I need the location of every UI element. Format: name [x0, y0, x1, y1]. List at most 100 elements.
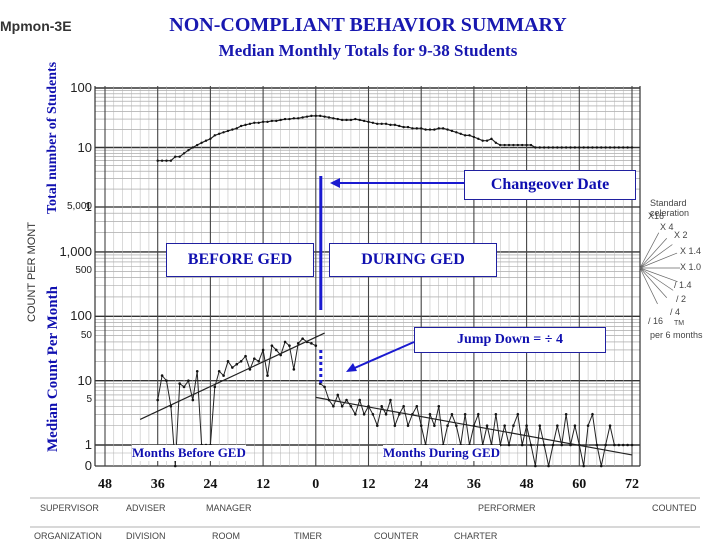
point-during-ged — [582, 464, 585, 468]
point-during-ged — [617, 443, 621, 447]
point-before-ged — [160, 374, 164, 377]
point-before-ged — [165, 379, 168, 382]
point-total-students — [556, 146, 559, 149]
point-total-students — [551, 146, 555, 149]
point-total-students — [235, 127, 238, 130]
point-during-ged — [485, 424, 489, 427]
point-during-ged — [626, 443, 629, 447]
point-before-ged — [288, 344, 291, 347]
point-before-ged — [173, 464, 177, 468]
point-before-ged — [217, 369, 221, 373]
point-total-students — [213, 134, 216, 137]
point-before-ged — [266, 374, 269, 377]
point-total-students — [604, 146, 607, 149]
jump-arrow — [349, 341, 415, 371]
point-total-students — [459, 132, 462, 135]
point-before-ged — [257, 359, 261, 363]
point-total-students — [362, 119, 366, 123]
x-tick-label: 36 — [150, 477, 165, 492]
celeration-ray — [639, 267, 658, 305]
point-total-students — [323, 115, 326, 118]
corner-text: Mpmon-3E — [0, 18, 72, 34]
x-axis-band — [92, 472, 652, 496]
form-field-label: ORGANIZATION — [34, 531, 102, 541]
celeration-heading: Standard celeration — [650, 198, 690, 218]
x-tick-label: 24 — [203, 477, 218, 492]
point-before-ged — [301, 337, 304, 340]
point-total-students — [481, 139, 484, 142]
celeration-label: X 4 — [660, 222, 674, 232]
before-box: BEFORE GED — [166, 243, 314, 277]
point-during-ged — [358, 398, 362, 402]
point-before-ged — [195, 369, 199, 373]
during-box: DURING GED — [329, 243, 497, 277]
point-total-students — [275, 119, 278, 123]
y-tick-label: 100 — [70, 80, 92, 95]
point-before-ged — [226, 359, 230, 363]
point-total-students — [266, 120, 269, 124]
point-total-students — [485, 139, 489, 142]
form-field-label: TIMER — [294, 531, 322, 541]
point-before-ged — [270, 344, 274, 347]
point-during-ged — [345, 398, 348, 402]
point-before-ged — [296, 342, 300, 345]
y-tick-label: 1 — [84, 437, 92, 452]
point-total-students — [499, 143, 502, 147]
point-before-ged — [239, 359, 243, 363]
point-total-students — [586, 146, 590, 149]
x-tick-label: 12 — [361, 477, 376, 492]
point-total-students — [582, 146, 585, 149]
y-tick-label: 0 — [84, 458, 92, 473]
point-total-students — [428, 128, 432, 131]
point-total-students — [354, 117, 357, 121]
x-tick-label: 24 — [414, 477, 429, 492]
point-before-ged — [156, 398, 159, 402]
point-during-ged — [402, 404, 405, 408]
celeration-tm: TM — [674, 320, 685, 327]
point-total-students — [384, 122, 388, 126]
point-during-ged — [507, 443, 511, 447]
point-before-ged — [274, 348, 278, 352]
point-total-students — [622, 146, 625, 149]
point-total-students — [455, 131, 458, 134]
point-during-ged — [613, 443, 616, 447]
point-total-students — [292, 117, 296, 120]
point-total-students — [156, 159, 159, 162]
form-field-label: DIVISION — [126, 531, 166, 541]
point-total-students — [424, 128, 427, 131]
chart-subtitle: Median Monthly Totals for 9-38 Students — [218, 41, 518, 60]
point-total-students — [178, 155, 181, 158]
point-total-students — [261, 120, 265, 124]
point-total-students — [209, 137, 212, 141]
celeration-ray — [639, 252, 678, 269]
point-before-ged — [213, 385, 217, 389]
point-total-students — [529, 143, 533, 147]
point-before-ged — [187, 379, 190, 382]
point-total-students — [248, 122, 252, 126]
point-during-ged — [332, 404, 335, 408]
point-before-ged — [231, 366, 234, 369]
point-before-ged — [253, 357, 256, 360]
point-during-ged — [560, 443, 564, 447]
point-total-students — [573, 146, 577, 149]
point-during-ged — [354, 413, 357, 416]
point-total-students — [367, 120, 370, 124]
months-before-label: Months Before GED — [132, 445, 246, 461]
point-total-students — [165, 159, 168, 162]
point-total-students — [608, 146, 612, 149]
point-total-students — [222, 131, 225, 134]
y-tick-label: 100 — [70, 308, 92, 324]
y-label-printed: COUNT PER MONT — [26, 221, 38, 322]
point-total-students — [411, 127, 414, 130]
point-total-students — [595, 146, 599, 149]
point-total-students — [371, 121, 375, 125]
point-before-ged — [310, 342, 313, 345]
point-total-students — [490, 137, 493, 141]
point-during-ged — [428, 413, 432, 416]
point-total-students — [525, 143, 528, 147]
point-total-students — [569, 146, 572, 149]
point-total-students — [279, 118, 282, 122]
x-tick-label: 36 — [466, 477, 481, 492]
point-during-ged — [630, 443, 634, 447]
point-during-ged — [556, 424, 559, 427]
